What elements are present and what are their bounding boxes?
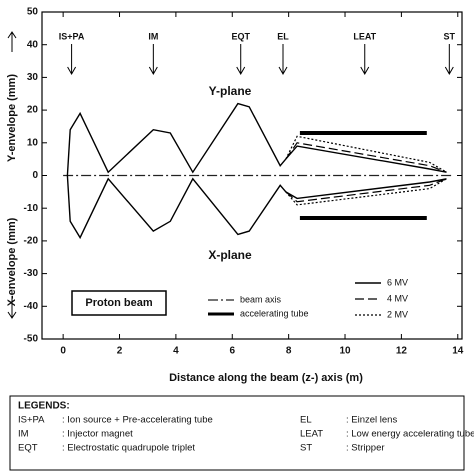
legend-table-cell: EL: [300, 415, 312, 426]
x-plane-label: X-plane: [208, 248, 252, 262]
y-tick-label: 40: [27, 39, 39, 50]
x-axis-label: Distance along the beam (z-) axis (m): [169, 372, 363, 384]
arrow-down: [7, 296, 17, 319]
x-tick-label: 8: [286, 346, 292, 357]
y-tick-label: 50: [27, 7, 39, 18]
y-tick-label: -10: [24, 203, 39, 214]
station-arrow: [278, 44, 288, 76]
x-tick-label: 14: [452, 346, 464, 357]
legend-table-cell: : Injector magnet: [62, 429, 133, 440]
legend-table-cell: LEAT: [300, 429, 323, 440]
x-tick-label: 6: [229, 346, 235, 357]
legend-table-cell: : Low energy accelerating tube: [346, 429, 474, 440]
y-axis-label-lower: X-envelope (mm): [6, 217, 18, 306]
station-label: LEAT: [353, 31, 376, 41]
series-line: [285, 135, 447, 206]
legend-label: accelerating tube: [240, 308, 309, 318]
y-plane-label: Y-plane: [209, 84, 252, 98]
series-line: [66, 102, 447, 240]
station-arrow: [148, 44, 158, 76]
legend-label: 6 MV: [387, 277, 408, 287]
legend-table-cell: : Ion source + Pre-accelerating tube: [62, 415, 213, 426]
station-label: EL: [277, 31, 289, 41]
x-tick-label: 2: [117, 346, 123, 357]
station-arrow: [444, 44, 454, 76]
station-arrow: [360, 44, 370, 76]
y-tick-label: -40: [24, 301, 39, 312]
legend-label: 2 MV: [387, 309, 408, 319]
legend-table-title: LEGENDS:: [18, 401, 70, 412]
series-line: [285, 142, 447, 203]
proton-box: [71, 290, 167, 316]
legend-table-frame: [9, 395, 465, 471]
station-label: IM: [148, 31, 158, 41]
y-axis-label-upper: Y-envelope (mm): [6, 74, 18, 162]
y-tick-label: -50: [24, 334, 39, 345]
y-tick-label: -20: [24, 236, 39, 247]
legend-table-cell: IS+PA: [18, 415, 45, 426]
arrow-up: [7, 31, 17, 52]
station-label: IS+PA: [59, 31, 85, 41]
proton-label: Proton beam: [85, 297, 152, 309]
y-tick-label: 20: [27, 105, 39, 116]
legend-label: 4 MV: [387, 293, 408, 303]
x-tick-label: 4: [173, 346, 179, 357]
station-label: EQT: [231, 31, 250, 41]
y-tick-label: -30: [24, 268, 39, 279]
station-label: ST: [444, 31, 456, 41]
legend-label: beam axis: [240, 294, 282, 304]
series-line: [299, 131, 427, 220]
legend-table-cell: IM: [18, 429, 29, 440]
station-arrow: [67, 44, 77, 76]
y-tick-label: 30: [27, 72, 39, 83]
legend-table-cell: : Einzel lens: [346, 415, 397, 426]
legend-table-cell: : Stripper: [346, 443, 385, 454]
station-arrow: [236, 44, 246, 76]
x-tick-label: 12: [396, 346, 408, 357]
x-tick-label: 10: [339, 346, 351, 357]
legend-table-cell: : Electrostatic quadrupole triplet: [62, 443, 195, 454]
y-tick-label: 10: [27, 137, 39, 148]
x-tick-label: 0: [60, 346, 66, 357]
legend-table-cell: EQT: [18, 443, 38, 454]
legend-table-cell: ST: [300, 443, 312, 454]
y-tick-label: 0: [32, 170, 38, 181]
